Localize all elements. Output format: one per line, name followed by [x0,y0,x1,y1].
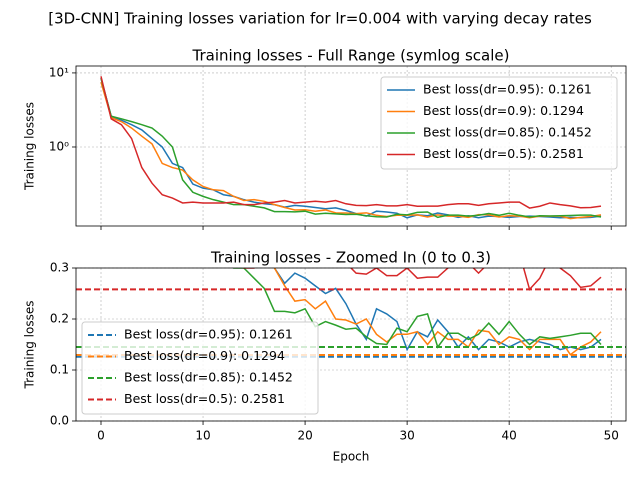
x-tick-label: 20 [297,429,312,443]
series-line [232,268,602,349]
legend-label: Best loss(dr=0.5): 0.2581 [423,146,584,161]
legend-label: Best loss(dr=0.95): 0.1261 [423,82,592,97]
y-tick-label: 0.3 [50,261,69,275]
series-line [100,81,602,220]
legend-label: Best loss(dr=0.5): 0.2581 [124,391,285,406]
y-tick-label: 0.2 [50,312,69,326]
x-tick-label: 0 [97,429,105,443]
x-tick-label: 30 [399,429,414,443]
y-axis-label: Training losses [23,102,37,191]
x-tick-label: 40 [502,429,517,443]
legend-label: Best loss(dr=0.85): 0.1452 [423,125,592,140]
legend-label: Best loss(dr=0.9): 0.1294 [124,348,285,363]
plot-frame [75,267,627,422]
series-line [273,268,602,356]
y-tick-label: 10¹ [49,65,69,79]
plot-frame [75,65,627,227]
series-line [100,76,602,209]
y-axis-label: Training losses [23,301,37,390]
series-line [272,268,602,352]
x-tick-label: 10 [195,429,210,443]
x-tick-label: 50 [604,429,619,443]
chart-title: Training losses - Zoomed In (0 to 0.3) [210,249,491,267]
y-tick-label: 0.0 [50,414,69,428]
legend-box [81,321,319,415]
series-line [100,77,602,219]
chart-title: Training losses - Full Range (symlog sca… [192,47,510,65]
legend-label: Best loss(dr=0.85): 0.1452 [124,370,293,385]
y-tick-label: 0.1 [50,363,69,377]
figure-title: [3D-CNN] Training losses variation for l… [48,10,592,28]
y-tick-label: 10⁰ [49,139,69,153]
legend-label: Best loss(dr=0.95): 0.1261 [124,327,293,342]
legend-label: Best loss(dr=0.9): 0.1294 [423,103,584,118]
legend-box [380,76,618,170]
x-axis-label: Epoch [333,450,370,464]
